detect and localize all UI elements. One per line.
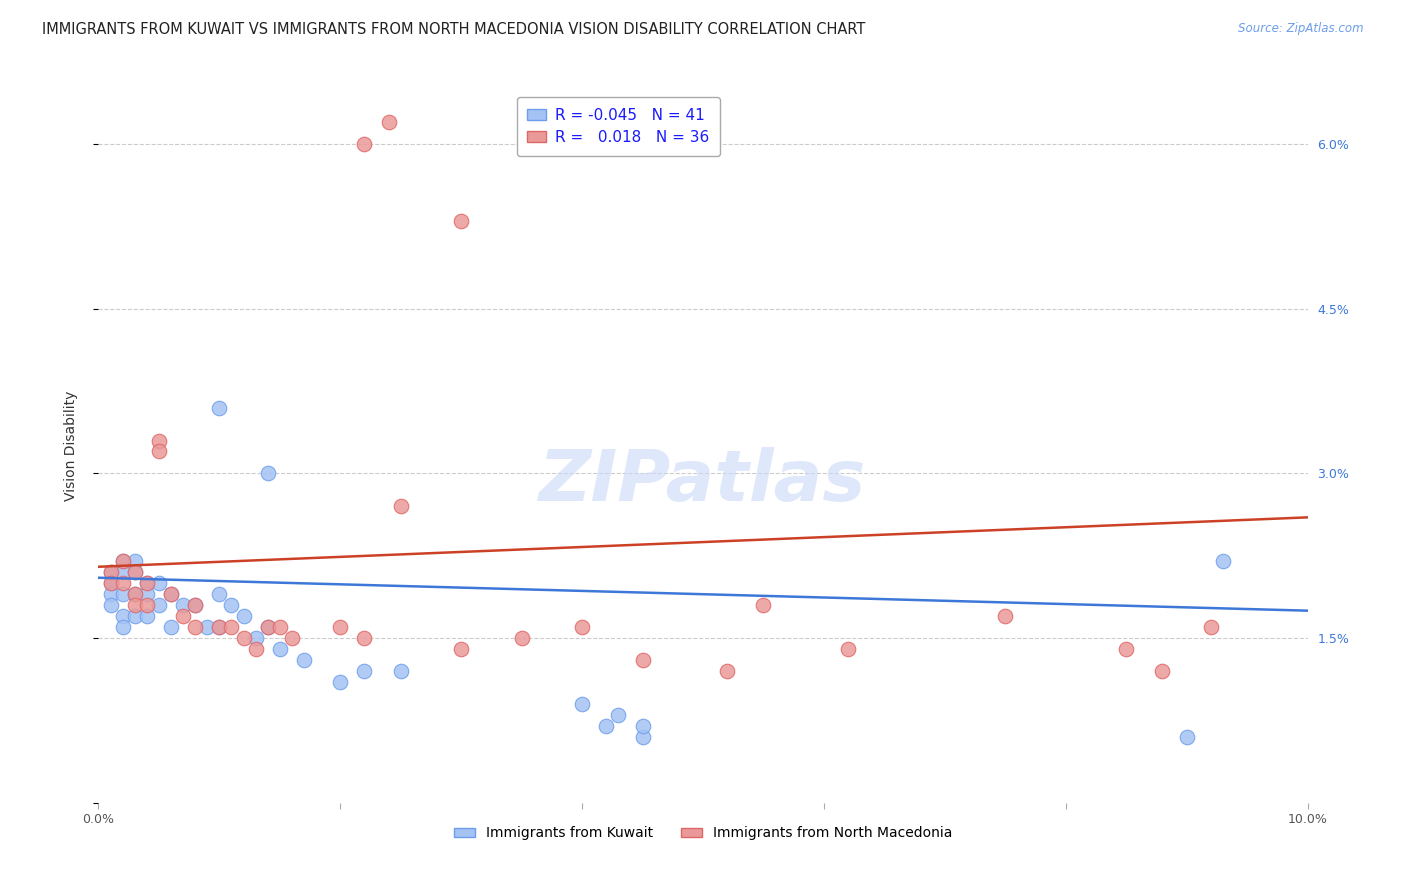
Point — [1175, 730, 1198, 744]
Point — [111, 576, 134, 591]
Point — [172, 598, 194, 612]
Point — [100, 576, 122, 591]
Point — [245, 642, 267, 657]
Point — [571, 620, 593, 634]
Point — [124, 598, 146, 612]
Point — [111, 609, 134, 624]
Text: ZIPatlas: ZIPatlas — [540, 447, 866, 516]
Point — [208, 620, 231, 634]
Point — [571, 697, 593, 711]
Point — [100, 576, 122, 591]
Point — [245, 631, 267, 645]
Y-axis label: Vision Disability: Vision Disability — [63, 391, 77, 501]
Point — [752, 598, 775, 612]
Point — [184, 598, 207, 612]
Point — [389, 500, 412, 514]
Point — [160, 620, 183, 634]
Point — [631, 653, 654, 667]
Point — [135, 609, 157, 624]
Point — [1212, 554, 1234, 568]
Point — [377, 115, 399, 129]
Point — [184, 620, 207, 634]
Point — [631, 730, 654, 744]
Point — [111, 620, 134, 634]
Point — [124, 566, 146, 580]
Point — [1115, 642, 1137, 657]
Point — [994, 609, 1017, 624]
Point — [232, 631, 254, 645]
Point — [100, 566, 122, 580]
Point — [124, 587, 146, 601]
Point — [135, 576, 157, 591]
Point — [329, 620, 352, 634]
Point — [111, 554, 134, 568]
Point — [148, 434, 170, 448]
Point — [148, 444, 170, 458]
Point — [256, 467, 278, 481]
Point — [281, 631, 304, 645]
Point — [607, 708, 630, 723]
Point — [148, 576, 170, 591]
Point — [124, 566, 146, 580]
Point — [329, 675, 352, 690]
Point — [353, 631, 375, 645]
Point — [256, 620, 278, 634]
Point — [124, 609, 146, 624]
Point — [111, 554, 134, 568]
Point — [353, 664, 375, 678]
Point — [221, 598, 243, 612]
Point — [111, 587, 134, 601]
Text: IMMIGRANTS FROM KUWAIT VS IMMIGRANTS FROM NORTH MACEDONIA VISION DISABILITY CORR: IMMIGRANTS FROM KUWAIT VS IMMIGRANTS FRO… — [42, 22, 866, 37]
Point — [100, 566, 122, 580]
Point — [631, 719, 654, 733]
Point — [160, 587, 183, 601]
Point — [208, 620, 231, 634]
Point — [450, 214, 472, 228]
Point — [269, 642, 291, 657]
Point — [135, 598, 157, 612]
Point — [1199, 620, 1222, 634]
Point — [269, 620, 291, 634]
Point — [148, 598, 170, 612]
Point — [208, 401, 231, 415]
Point — [389, 664, 412, 678]
Point — [100, 598, 122, 612]
Point — [595, 719, 617, 733]
Point — [1152, 664, 1174, 678]
Point — [195, 620, 218, 634]
Point — [160, 587, 183, 601]
Point — [100, 587, 122, 601]
Point — [124, 554, 146, 568]
Point — [208, 587, 231, 601]
Legend: Immigrants from Kuwait, Immigrants from North Macedonia: Immigrants from Kuwait, Immigrants from … — [449, 821, 957, 846]
Point — [172, 609, 194, 624]
Point — [510, 631, 533, 645]
Point — [292, 653, 315, 667]
Point — [232, 609, 254, 624]
Point — [837, 642, 859, 657]
Point — [135, 587, 157, 601]
Point — [184, 598, 207, 612]
Point — [124, 587, 146, 601]
Point — [256, 620, 278, 634]
Point — [450, 642, 472, 657]
Point — [221, 620, 243, 634]
Point — [716, 664, 738, 678]
Point — [111, 566, 134, 580]
Text: Source: ZipAtlas.com: Source: ZipAtlas.com — [1239, 22, 1364, 36]
Point — [135, 576, 157, 591]
Point — [353, 137, 375, 152]
